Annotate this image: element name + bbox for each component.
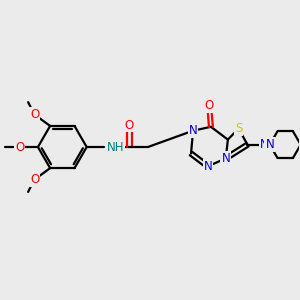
Text: N: N: [221, 152, 230, 165]
Text: O: O: [30, 108, 39, 121]
Text: N: N: [260, 138, 268, 151]
Text: O: O: [30, 173, 39, 186]
Text: S: S: [235, 122, 242, 135]
Text: O: O: [15, 140, 24, 154]
Text: NH: NH: [106, 140, 124, 154]
Text: N: N: [189, 124, 197, 137]
Text: O: O: [205, 99, 214, 112]
Text: N: N: [204, 160, 212, 173]
Text: N: N: [266, 138, 274, 151]
Text: O: O: [125, 118, 134, 131]
